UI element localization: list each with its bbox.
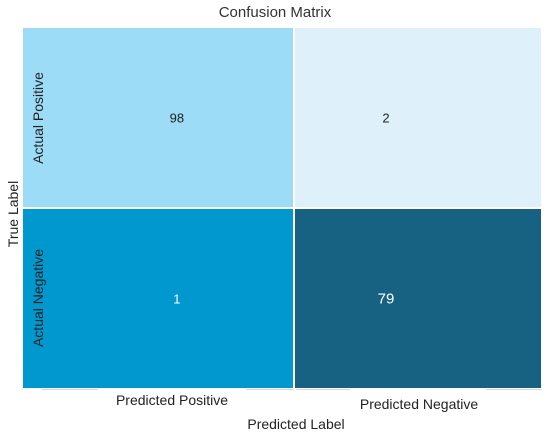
heatmap-cell-1-1: 79 bbox=[294, 208, 542, 389]
x-axis-label: Predicted Label bbox=[247, 416, 345, 432]
x-axis-tick-stub bbox=[486, 389, 542, 390]
heatmap-cell-1-0: 1 bbox=[22, 208, 294, 389]
heatmap-cell-0-0: 98 bbox=[22, 27, 294, 208]
cell-value-label: 1 bbox=[173, 291, 181, 306]
x-axis-tick-stub bbox=[296, 389, 350, 390]
x-axis-tick-stub bbox=[42, 389, 98, 390]
cell-value-label: 79 bbox=[377, 290, 395, 307]
heatmap-cell-0-1: 2 bbox=[294, 27, 542, 208]
x-axis-tick-stub bbox=[246, 389, 294, 390]
row-label-actual-positive: Actual Positive bbox=[30, 72, 46, 164]
row-label-actual-negative: Actual Negative bbox=[30, 248, 46, 348]
cell-value-label: 98 bbox=[169, 110, 185, 125]
cell-value-label: 2 bbox=[382, 110, 390, 125]
column-label-predicted-positive: Predicted Positive bbox=[115, 392, 229, 408]
y-axis-label: True Label bbox=[5, 180, 21, 248]
column-label-predicted-negative: Predicted Negative bbox=[359, 396, 479, 412]
confusion-matrix-grid: 98 2 1 79 bbox=[22, 27, 542, 389]
chart-title: Confusion Matrix bbox=[218, 4, 332, 21]
